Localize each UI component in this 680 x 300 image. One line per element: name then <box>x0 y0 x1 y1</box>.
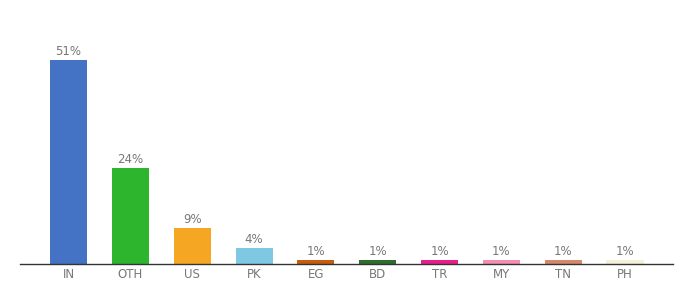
Text: 51%: 51% <box>56 45 82 58</box>
Text: 1%: 1% <box>615 244 634 258</box>
Text: 1%: 1% <box>492 244 511 258</box>
Bar <box>483 260 520 264</box>
Text: 1%: 1% <box>430 244 449 258</box>
Bar <box>359 260 396 264</box>
Bar <box>235 248 273 264</box>
Bar <box>607 260 643 264</box>
Bar <box>297 260 335 264</box>
Text: 4%: 4% <box>245 232 263 246</box>
Bar <box>112 168 149 264</box>
Text: 1%: 1% <box>369 244 387 258</box>
Text: 9%: 9% <box>183 213 201 226</box>
Bar <box>421 260 458 264</box>
Text: 1%: 1% <box>307 244 325 258</box>
Bar <box>173 228 211 264</box>
Text: 1%: 1% <box>554 244 573 258</box>
Bar <box>545 260 581 264</box>
Text: 24%: 24% <box>118 153 143 166</box>
Bar <box>50 60 87 264</box>
